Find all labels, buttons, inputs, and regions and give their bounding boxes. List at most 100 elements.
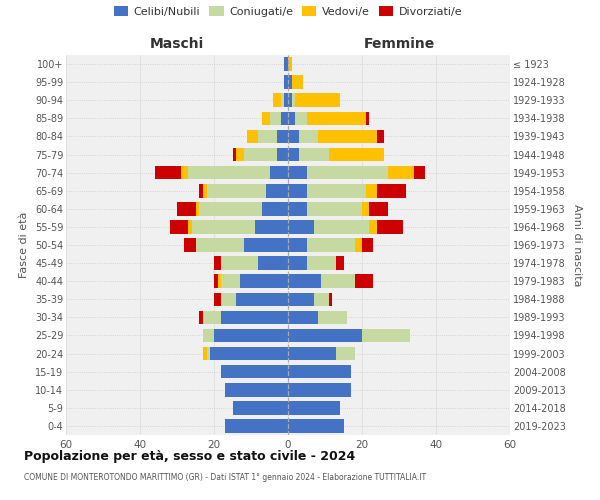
Bar [362, 202, 370, 215]
Bar [329, 292, 332, 306]
Bar [269, 166, 288, 179]
Bar [221, 365, 288, 378]
Bar [288, 401, 340, 414]
Bar [314, 220, 370, 234]
Bar [199, 184, 203, 198]
Bar [288, 274, 322, 288]
Bar [225, 383, 288, 396]
Bar [214, 292, 221, 306]
Bar [299, 130, 317, 143]
Bar [288, 94, 292, 107]
Bar [329, 148, 384, 162]
Bar [288, 310, 317, 324]
Bar [203, 347, 206, 360]
Bar [314, 292, 329, 306]
Bar [370, 202, 388, 215]
Bar [225, 419, 288, 432]
Legend: Celibi/Nubili, Coniugati/e, Vedovi/e, Divorziati/e: Celibi/Nubili, Coniugati/e, Vedovi/e, Di… [109, 2, 467, 21]
Bar [288, 202, 307, 215]
Bar [240, 274, 288, 288]
Bar [322, 274, 355, 288]
Bar [221, 310, 288, 324]
Bar [307, 238, 355, 252]
Bar [221, 274, 240, 288]
Bar [366, 112, 370, 125]
Bar [317, 310, 347, 324]
Bar [284, 76, 288, 89]
Bar [269, 112, 281, 125]
Bar [288, 328, 362, 342]
Bar [307, 166, 388, 179]
Bar [284, 94, 288, 107]
Bar [214, 256, 221, 270]
Bar [288, 112, 295, 125]
Bar [317, 130, 377, 143]
Bar [203, 184, 206, 198]
Bar [254, 220, 288, 234]
Bar [244, 148, 277, 162]
Text: Popolazione per età, sesso e stato civile - 2024: Popolazione per età, sesso e stato civil… [24, 450, 355, 463]
Bar [292, 94, 295, 107]
Text: Femmine: Femmine [364, 38, 434, 52]
Bar [188, 220, 192, 234]
Bar [355, 238, 362, 252]
Bar [214, 328, 288, 342]
Bar [377, 130, 384, 143]
Bar [284, 58, 288, 71]
Bar [218, 274, 221, 288]
Y-axis label: Anni di nascita: Anni di nascita [572, 204, 583, 286]
Y-axis label: Fasce di età: Fasce di età [19, 212, 29, 278]
Bar [288, 365, 351, 378]
Bar [288, 347, 336, 360]
Bar [288, 76, 292, 89]
Bar [307, 202, 362, 215]
Bar [288, 184, 307, 198]
Bar [388, 166, 414, 179]
Bar [196, 238, 244, 252]
Bar [281, 112, 288, 125]
Bar [362, 328, 410, 342]
Bar [203, 328, 214, 342]
Bar [288, 256, 307, 270]
Bar [355, 274, 373, 288]
Bar [377, 220, 403, 234]
Bar [366, 184, 377, 198]
Bar [277, 130, 288, 143]
Bar [221, 292, 236, 306]
Bar [288, 220, 314, 234]
Bar [192, 220, 254, 234]
Bar [277, 148, 288, 162]
Bar [377, 184, 406, 198]
Bar [288, 148, 299, 162]
Bar [262, 112, 269, 125]
Bar [236, 292, 288, 306]
Bar [233, 401, 288, 414]
Bar [214, 274, 218, 288]
Bar [210, 347, 288, 360]
Bar [266, 184, 288, 198]
Bar [281, 94, 284, 107]
Bar [288, 419, 343, 432]
Bar [288, 166, 307, 179]
Bar [181, 166, 188, 179]
Bar [273, 94, 281, 107]
Bar [184, 238, 196, 252]
Bar [155, 166, 181, 179]
Bar [288, 383, 351, 396]
Bar [244, 238, 288, 252]
Bar [259, 256, 288, 270]
Bar [188, 166, 269, 179]
Bar [177, 202, 196, 215]
Bar [206, 347, 210, 360]
Bar [336, 347, 355, 360]
Bar [370, 220, 377, 234]
Bar [259, 130, 277, 143]
Bar [307, 256, 336, 270]
Bar [299, 148, 329, 162]
Bar [233, 148, 236, 162]
Bar [236, 148, 244, 162]
Bar [196, 202, 199, 215]
Bar [288, 292, 314, 306]
Bar [307, 184, 366, 198]
Bar [288, 58, 292, 71]
